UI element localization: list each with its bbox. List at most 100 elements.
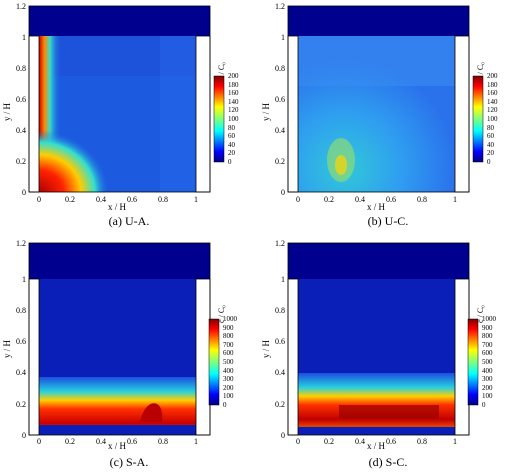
panel-u-c: 0 0.2 0.4 0.6 0.8 1 1.2 0 0.2 0.4 0.6 0.… (259, 0, 517, 236)
y-axis-label: y / H (2, 339, 12, 358)
y-tick-label: 0.4 (275, 368, 285, 377)
y-axis-label: y / H (261, 102, 271, 121)
colorbar-tick: 60 (487, 132, 495, 140)
y-tick-label: 0.8 (16, 306, 26, 315)
y-tick-label: 0.4 (16, 368, 26, 377)
contour-plot-u-c: 0 0.2 0.4 0.6 0.8 1 1.2 0 0.2 0.4 0.6 0.… (261, 2, 498, 212)
colorbar-tick: 180 (487, 81, 498, 89)
y-tick-label: 0.6 (16, 95, 26, 104)
x-tick-label: 0 (37, 195, 41, 204)
y-tick-label: 0.2 (275, 400, 285, 409)
x-tick-labels: 0 0.2 0.4 0.6 0.8 1 (296, 437, 457, 446)
colorbar (467, 318, 479, 406)
x-tick-label: 1 (194, 195, 198, 204)
colorbar-tick: 60 (228, 132, 236, 140)
colorbar-tick: 700 (482, 341, 493, 349)
y-tick-label: 0.4 (275, 126, 285, 135)
x-tick-label: 0.8 (158, 195, 168, 204)
colorbar-tick-labels: 0 20 40 60 80 100 120 140 160 180 200 (228, 72, 239, 166)
panel-caption: (d) S-C. (368, 455, 408, 469)
x-tick-label: 0.6 (386, 195, 396, 204)
y-tick-label: 0.2 (275, 157, 285, 166)
x-tick-labels: 0 0.2 0.4 0.6 0.8 1 (296, 195, 457, 204)
colorbar-tick-labels: 0 100 200 300 400 500 600 700 800 900 10… (223, 315, 238, 409)
left-building (28, 35, 40, 193)
colorbar-tick-labels: 0 100 200 300 400 500 600 700 800 900 10… (482, 315, 497, 409)
colorbar (472, 75, 484, 163)
x-tick-label: 0.2 (324, 195, 334, 204)
colorbar-tick: 80 (228, 124, 236, 132)
y-axis-label: y / H (261, 339, 271, 358)
colorbar-tick: 400 (482, 367, 493, 375)
panel-s-c: 0 0.2 0.4 0.6 0.8 1 1.2 0 0.2 0.4 0.6 0.… (259, 237, 517, 473)
x-tick-label: 0.4 (355, 195, 365, 204)
x-axis-label: x / H (367, 441, 386, 451)
y-tick-label: 0 (22, 431, 26, 440)
y-axis-label: y / H (2, 102, 12, 121)
colorbar-tick: 80 (487, 124, 495, 132)
colorbar-tick: 300 (482, 375, 493, 383)
y-tick-label: 0.2 (16, 157, 26, 166)
x-tick-label: 0.8 (417, 195, 427, 204)
colorbar-label: c̄ / C₀ (476, 62, 485, 80)
upper-street-region (288, 243, 469, 279)
colorbar-tick: 500 (223, 358, 234, 366)
y-tick-label: 0 (22, 188, 26, 197)
colorbar-label: c̄ / C₀ (217, 305, 226, 323)
left-building (287, 278, 299, 436)
y-tick-labels: 0 0.2 0.4 0.6 0.8 1 1.2 (16, 2, 26, 197)
colorbar-tick: 20 (228, 149, 236, 157)
contour-plot-s-c: 0 0.2 0.4 0.6 0.8 1 1.2 0 0.2 0.4 0.6 0.… (261, 239, 497, 451)
colorbar-tick: 0 (482, 401, 486, 409)
y-tick-label: 1 (22, 275, 26, 284)
x-axis-label: x / H (108, 441, 127, 451)
colorbar-tick: 20 (487, 149, 495, 157)
y-tick-label: 1 (281, 275, 285, 284)
right-building (195, 278, 211, 436)
colorbar-tick: 200 (482, 384, 493, 392)
y-tick-label: 1 (281, 33, 285, 42)
y-tick-label: 1.2 (275, 239, 285, 248)
x-tick-label: 0.4 (355, 437, 365, 446)
x-tick-label: 0.8 (158, 437, 168, 446)
y-tick-label: 1 (22, 33, 26, 42)
recirculation-lobe (140, 403, 163, 422)
contour-plot-s-a: 0 0.2 0.4 0.6 0.8 1 1.2 0 0.2 0.4 0.6 0.… (2, 239, 238, 451)
colorbar-tick: 600 (482, 349, 493, 357)
plot-frame (287, 5, 470, 193)
y-tick-labels: 0 0.2 0.4 0.6 0.8 1 1.2 (275, 2, 285, 197)
x-tick-label: 0.2 (324, 437, 334, 446)
colorbar-tick: 180 (228, 81, 239, 89)
x-tick-label: 0.6 (127, 437, 137, 446)
colorbar-tick: 100 (228, 115, 239, 123)
colorbar-tick: 1000 (482, 315, 497, 323)
colorbar-tick: 140 (487, 98, 498, 106)
colorbar-tick: 300 (223, 375, 234, 383)
y-tick-label: 0.8 (275, 64, 285, 73)
colorbar-tick: 1000 (223, 315, 238, 323)
colorbar-tick: 100 (223, 392, 234, 400)
contour-plot-u-a: 0 0.2 0.4 0.6 0.8 1 1.2 0 0.2 0.4 0.6 0.… (2, 2, 239, 212)
mid-core (335, 155, 347, 175)
panel-caption: (b) U-C. (367, 214, 409, 228)
bottom-clean-layer (39, 425, 196, 435)
colorbar-tick: 200 (223, 384, 234, 392)
y-tick-label: 0 (281, 431, 285, 440)
cavity-upper-shade (39, 36, 196, 76)
colorbar-tick: 100 (482, 392, 493, 400)
y-tick-label: 0.6 (16, 337, 26, 346)
x-axis-label: x / H (367, 202, 386, 212)
colorbar-tick: 40 (228, 141, 236, 149)
x-tick-labels: 0 0.2 0.4 0.6 0.8 1 (37, 437, 198, 446)
colorbar-tick: 900 (223, 324, 234, 332)
colorbar-tick: 800 (223, 332, 234, 340)
colorbar-tick: 900 (482, 324, 493, 332)
colorbar-tick: 800 (482, 332, 493, 340)
y-tick-label: 0.6 (275, 337, 285, 346)
colorbar-tick: 500 (482, 358, 493, 366)
x-tick-label: 0 (296, 437, 300, 446)
bottom-left-hotspot (39, 130, 109, 192)
plot-frame (28, 5, 211, 193)
left-building (287, 35, 299, 193)
colorbar (208, 318, 220, 406)
